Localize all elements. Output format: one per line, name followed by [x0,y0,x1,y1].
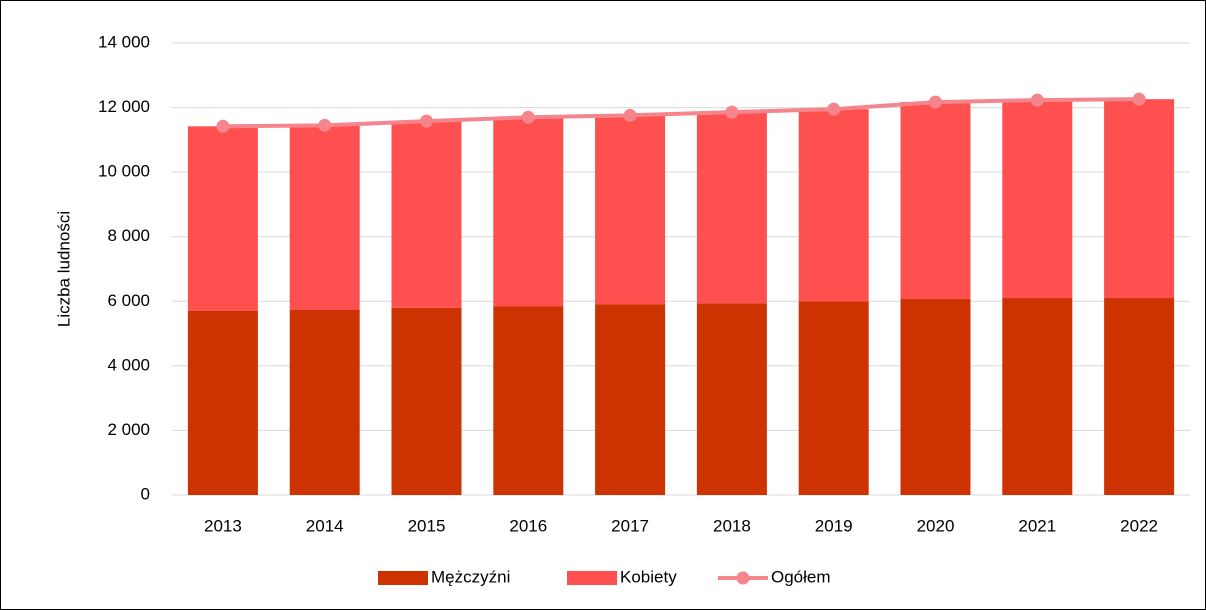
x-tick-label: 2021 [1018,516,1056,535]
line-marker [929,95,942,109]
x-tick-label: 2020 [917,516,955,535]
bar-segment [1002,100,1073,299]
x-tick-label: 2018 [713,516,751,535]
bar-segment [696,112,767,304]
x-tick-label: 2015 [408,516,446,535]
line-marker [827,102,841,116]
bar-segment [187,126,258,311]
bar-segment [187,310,258,495]
line-marker [216,119,230,133]
bar-segment [798,301,869,495]
bar-segment [391,121,462,308]
legend-swatch [567,571,617,585]
bar-segment [1002,298,1073,495]
x-tick-label: 2019 [815,516,853,535]
bar-segment [1104,298,1175,495]
y-tick-label: 6 000 [107,291,150,310]
line-marker [318,118,332,132]
y-tick-label: 8 000 [107,226,150,245]
x-tick-label: 2017 [611,516,649,535]
y-tick-label: 2 000 [107,420,150,439]
legend-swatch [736,571,750,585]
x-tick-label: 2022 [1120,516,1158,535]
bar-segment [493,306,564,495]
bar-segment [391,307,462,495]
y-tick-label: 10 000 [98,162,150,181]
x-tick-label: 2016 [509,516,547,535]
line-marker [521,110,535,124]
bar-segment [696,303,767,495]
y-tick-label: 14 000 [98,32,150,51]
y-tick-label: 0 [141,484,150,503]
y-tick-label: 12 000 [98,97,150,116]
y-tick-label: 4 000 [107,355,150,374]
bar-segment [900,299,971,495]
bar-segment [798,109,869,302]
bar-segment [900,102,971,300]
legend-label: Kobiety [620,567,677,586]
bar-segment [493,117,564,307]
x-tick-label: 2013 [204,516,242,535]
line-marker [1030,93,1044,107]
x-tick-label: 2014 [306,516,344,535]
bar-segment [1104,99,1175,299]
bar-segment [289,310,360,495]
bar-segment [595,115,666,305]
line [222,97,1140,129]
y-axis-title: Liczba ludności [54,211,73,327]
line-marker [623,108,637,122]
line-marker [725,105,739,119]
bar-segment [289,125,360,311]
legend-swatch [378,571,428,585]
bar-segment [595,304,666,495]
line-marker [1132,92,1146,106]
line-marker [420,114,433,128]
legend-label: Ogółem [771,567,831,586]
legend-label: Mężczyźni [431,567,510,586]
